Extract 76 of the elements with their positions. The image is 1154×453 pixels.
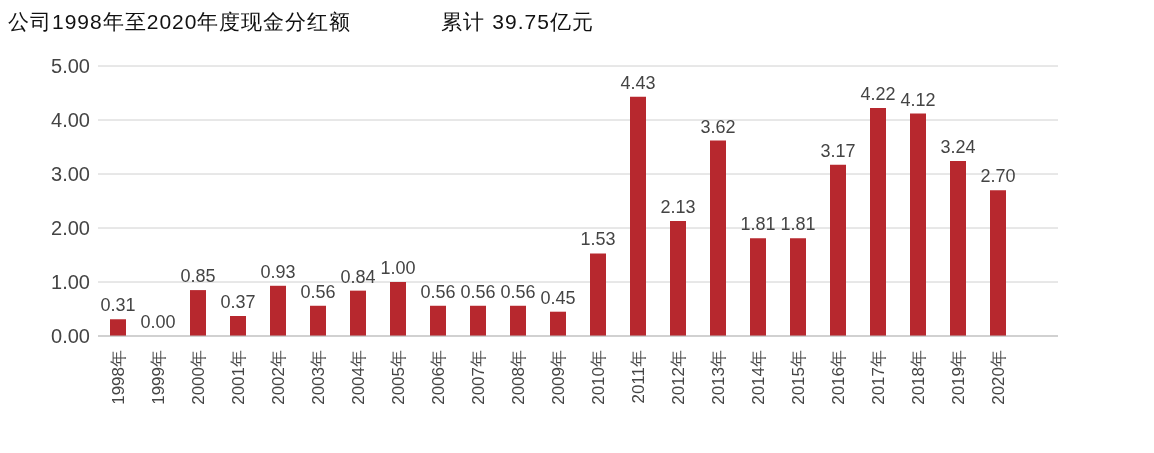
bar xyxy=(270,285,286,336)
x-tick-label: 2002年 xyxy=(268,350,288,405)
bar xyxy=(510,305,526,336)
data-label: 0.56 xyxy=(300,281,336,302)
x-tick-label: 2012年 xyxy=(668,350,688,405)
data-label: 0.37 xyxy=(220,292,256,313)
bar xyxy=(350,290,366,336)
bar xyxy=(710,140,726,336)
bar xyxy=(190,290,206,336)
data-label: 1.53 xyxy=(580,229,616,250)
bar xyxy=(870,108,886,336)
x-tick-label: 2014年 xyxy=(748,350,768,405)
data-label: 3.17 xyxy=(820,140,856,161)
x-tick-label: 2008年 xyxy=(508,350,528,405)
data-label: 4.22 xyxy=(860,84,896,105)
y-tick-label: 3.00 xyxy=(51,163,90,186)
bar xyxy=(830,164,846,336)
data-label: 0.56 xyxy=(420,281,456,302)
x-tick-label: 1998年 xyxy=(108,350,128,405)
bar xyxy=(790,238,806,336)
data-label: 0.93 xyxy=(260,261,296,282)
y-tick-label: 4.00 xyxy=(51,109,90,132)
x-tick-label: 2017年 xyxy=(868,350,888,405)
x-tick-label: 2018年 xyxy=(908,350,928,405)
data-label: 1.81 xyxy=(740,214,776,235)
data-label: 0.00 xyxy=(140,312,176,332)
x-tick-label: 2000年 xyxy=(188,350,208,405)
bar xyxy=(470,305,486,336)
bar xyxy=(910,113,926,336)
bar xyxy=(950,161,966,336)
x-tick-label: 2020年 xyxy=(988,350,1008,405)
bar xyxy=(550,311,566,336)
data-label: 0.31 xyxy=(100,295,136,316)
data-label: 0.56 xyxy=(460,281,496,302)
data-label: 4.12 xyxy=(900,89,936,110)
data-label: 4.43 xyxy=(620,72,656,93)
y-tick-label: 1.00 xyxy=(51,271,90,294)
bar xyxy=(590,253,606,336)
data-label: 1.81 xyxy=(780,214,816,235)
data-label: 1.00 xyxy=(380,258,416,278)
x-tick-label: 2010年 xyxy=(588,350,608,405)
data-label: 0.56 xyxy=(500,281,536,302)
data-label: 0.84 xyxy=(340,266,376,287)
bar xyxy=(630,96,646,336)
x-tick-label: 2013年 xyxy=(708,350,728,405)
x-tick-label: 2005年 xyxy=(388,350,408,405)
data-label: 3.24 xyxy=(940,137,976,158)
data-label: 0.85 xyxy=(180,266,216,287)
x-tick-label: 2004年 xyxy=(348,350,368,405)
x-tick-label: 2009年 xyxy=(548,350,568,405)
data-label: 0.45 xyxy=(540,287,576,308)
y-tick-label: 5.00 xyxy=(51,55,90,78)
bar xyxy=(670,220,686,336)
x-tick-label: 2011年 xyxy=(628,350,648,404)
x-tick-label: 1999年 xyxy=(148,350,168,405)
x-tick-label: 2001年 xyxy=(228,350,248,405)
y-tick-label: 0.00 xyxy=(51,325,90,348)
bar xyxy=(110,319,126,336)
data-label: 2.70 xyxy=(980,166,1016,187)
x-tick-label: 2006年 xyxy=(428,350,448,405)
chart-subtitle: 累计 39.75亿元 xyxy=(441,9,594,35)
bar xyxy=(390,282,406,336)
bar xyxy=(430,305,446,336)
x-tick-label: 2003年 xyxy=(308,350,328,405)
x-tick-label: 2019年 xyxy=(948,350,968,405)
bar xyxy=(230,316,246,336)
y-tick-label: 2.00 xyxy=(51,217,90,240)
bar xyxy=(750,238,766,336)
data-label: 3.62 xyxy=(700,116,736,137)
bar xyxy=(310,305,326,336)
chart-title: 公司1998年至2020年度现金分红额 xyxy=(8,9,352,35)
bar xyxy=(990,190,1006,336)
x-tick-label: 2015年 xyxy=(788,350,808,405)
x-tick-label: 2016年 xyxy=(828,350,848,405)
data-label: 2.13 xyxy=(660,196,696,217)
x-tick-label: 2007年 xyxy=(468,350,488,405)
